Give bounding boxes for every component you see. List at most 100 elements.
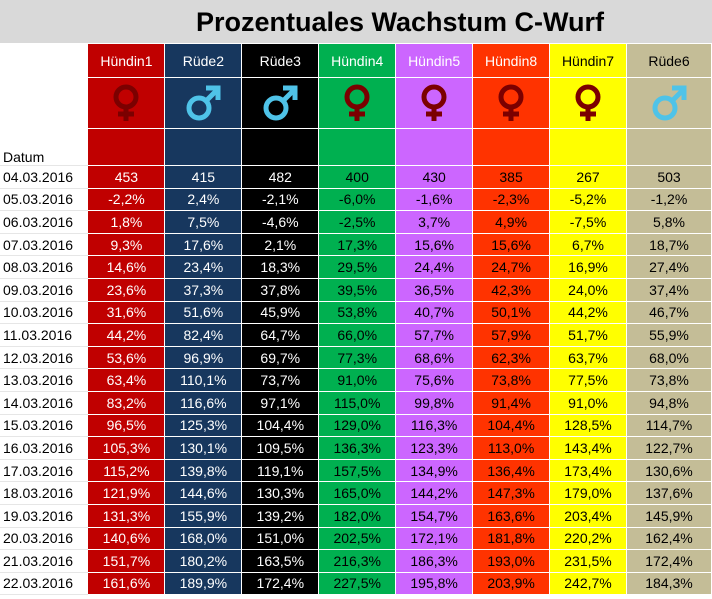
value-cell[interactable]: 17,3%	[318, 232, 397, 257]
value-cell[interactable]: 179,0%	[549, 481, 627, 505]
value-cell[interactable]: 134,9%	[395, 458, 474, 483]
value-cell[interactable]: 482	[241, 165, 320, 189]
value-cell[interactable]: 453	[87, 165, 166, 189]
value-cell[interactable]: 162,4%	[625, 526, 712, 551]
value-cell[interactable]: 182,0%	[318, 503, 397, 528]
value-cell[interactable]: 203,9%	[472, 571, 551, 596]
value-cell[interactable]: 195,8%	[395, 571, 474, 596]
value-cell[interactable]: 77,5%	[549, 368, 627, 392]
value-cell[interactable]: 73,8%	[625, 368, 712, 392]
value-cell[interactable]: 115,2%	[87, 458, 166, 483]
value-cell[interactable]: 46,7%	[625, 300, 712, 325]
value-cell[interactable]: 44,2%	[87, 323, 166, 347]
value-cell[interactable]: 73,7%	[241, 368, 320, 392]
value-cell[interactable]: 119,1%	[241, 458, 320, 483]
value-cell[interactable]: 202,5%	[318, 526, 397, 551]
value-cell[interactable]: 186,3%	[395, 549, 474, 573]
value-cell[interactable]: 53,6%	[87, 345, 166, 370]
value-cell[interactable]: 116,3%	[395, 413, 474, 438]
date-cell[interactable]: 15.03.2016	[0, 414, 88, 438]
value-cell[interactable]: 83,2%	[87, 390, 166, 415]
value-cell[interactable]: 129,0%	[318, 413, 397, 438]
value-cell[interactable]: 17,6%	[164, 232, 243, 257]
value-cell[interactable]: 57,7%	[395, 323, 474, 347]
value-cell[interactable]: 115,0%	[318, 390, 397, 415]
value-cell[interactable]: 122,7%	[625, 436, 712, 460]
value-cell[interactable]: 51,6%	[164, 300, 243, 325]
value-cell[interactable]: 16,9%	[549, 255, 627, 279]
value-cell[interactable]: 503	[625, 165, 712, 189]
value-cell[interactable]: 55,9%	[625, 323, 712, 347]
date-cell[interactable]: 20.03.2016	[0, 527, 88, 551]
value-cell[interactable]: -6,0%	[318, 187, 397, 212]
value-cell[interactable]: 151,7%	[87, 549, 166, 573]
value-cell[interactable]: 53,8%	[318, 300, 397, 325]
value-cell[interactable]: 220,2%	[549, 526, 627, 551]
value-cell[interactable]: 66,0%	[318, 323, 397, 347]
value-cell[interactable]: 57,9%	[472, 323, 551, 347]
date-cell[interactable]: 06.03.2016	[0, 210, 88, 234]
column-header[interactable]: Hündin4	[318, 43, 397, 78]
value-cell[interactable]: 137,6%	[625, 481, 712, 505]
value-cell[interactable]: 44,2%	[549, 300, 627, 325]
column-header[interactable]: Rüde2	[164, 43, 243, 78]
value-cell[interactable]: 163,6%	[472, 503, 551, 528]
value-cell[interactable]: 415	[164, 165, 243, 189]
value-cell[interactable]: 163,5%	[241, 549, 320, 573]
value-cell[interactable]: 184,3%	[625, 571, 712, 596]
value-cell[interactable]: 181,8%	[472, 526, 551, 551]
value-cell[interactable]: 180,2%	[164, 549, 243, 573]
value-cell[interactable]: 18,3%	[241, 255, 320, 279]
value-cell[interactable]: 231,5%	[549, 549, 627, 573]
value-cell[interactable]: 144,2%	[395, 481, 474, 505]
value-cell[interactable]: 18,7%	[625, 232, 712, 257]
value-cell[interactable]: -4,6%	[241, 210, 320, 234]
value-cell[interactable]: 63,4%	[87, 368, 166, 392]
value-cell[interactable]: 267	[549, 165, 627, 189]
column-header[interactable]: Hündin8	[472, 43, 551, 78]
value-cell[interactable]: 173,4%	[549, 458, 627, 483]
date-cell[interactable]: 18.03.2016	[0, 481, 88, 505]
value-cell[interactable]: 5,8%	[625, 210, 712, 234]
value-cell[interactable]: 430	[395, 165, 474, 189]
date-cell[interactable]: 05.03.2016	[0, 188, 88, 212]
value-cell[interactable]: 24,7%	[472, 255, 551, 279]
value-cell[interactable]: 136,4%	[472, 458, 551, 483]
value-cell[interactable]: -2,3%	[472, 187, 551, 212]
value-cell[interactable]: 203,4%	[549, 503, 627, 528]
value-cell[interactable]: 63,7%	[549, 345, 627, 370]
value-cell[interactable]: 165,0%	[318, 481, 397, 505]
value-cell[interactable]: 145,9%	[625, 503, 712, 528]
value-cell[interactable]: 68,6%	[395, 345, 474, 370]
value-cell[interactable]: 168,0%	[164, 526, 243, 551]
value-cell[interactable]: 136,3%	[318, 436, 397, 460]
date-cell[interactable]: 16.03.2016	[0, 436, 88, 460]
value-cell[interactable]: 109,5%	[241, 436, 320, 460]
value-cell[interactable]: 125,3%	[164, 413, 243, 438]
value-cell[interactable]: 144,6%	[164, 481, 243, 505]
value-cell[interactable]: 91,4%	[472, 390, 551, 415]
value-cell[interactable]: 400	[318, 165, 397, 189]
value-cell[interactable]: 99,8%	[395, 390, 474, 415]
value-cell[interactable]: 130,1%	[164, 436, 243, 460]
date-cell[interactable]: 08.03.2016	[0, 255, 88, 279]
value-cell[interactable]: 37,4%	[625, 277, 712, 302]
value-cell[interactable]: 227,5%	[318, 571, 397, 596]
value-cell[interactable]: 6,7%	[549, 232, 627, 257]
value-cell[interactable]: -2,2%	[87, 187, 166, 212]
value-cell[interactable]: 113,0%	[472, 436, 551, 460]
value-cell[interactable]: 77,3%	[318, 345, 397, 370]
value-cell[interactable]: 216,3%	[318, 549, 397, 573]
value-cell[interactable]: 172,1%	[395, 526, 474, 551]
value-cell[interactable]: 154,7%	[395, 503, 474, 528]
value-cell[interactable]: 40,7%	[395, 300, 474, 325]
value-cell[interactable]: 143,4%	[549, 436, 627, 460]
value-cell[interactable]: 37,3%	[164, 277, 243, 302]
value-cell[interactable]: 14,6%	[87, 255, 166, 279]
value-cell[interactable]: 4,9%	[472, 210, 551, 234]
value-cell[interactable]: -7,5%	[549, 210, 627, 234]
value-cell[interactable]: 114,7%	[625, 413, 712, 438]
value-cell[interactable]: 27,4%	[625, 255, 712, 279]
date-cell[interactable]: 12.03.2016	[0, 346, 88, 370]
value-cell[interactable]: 23,6%	[87, 277, 166, 302]
